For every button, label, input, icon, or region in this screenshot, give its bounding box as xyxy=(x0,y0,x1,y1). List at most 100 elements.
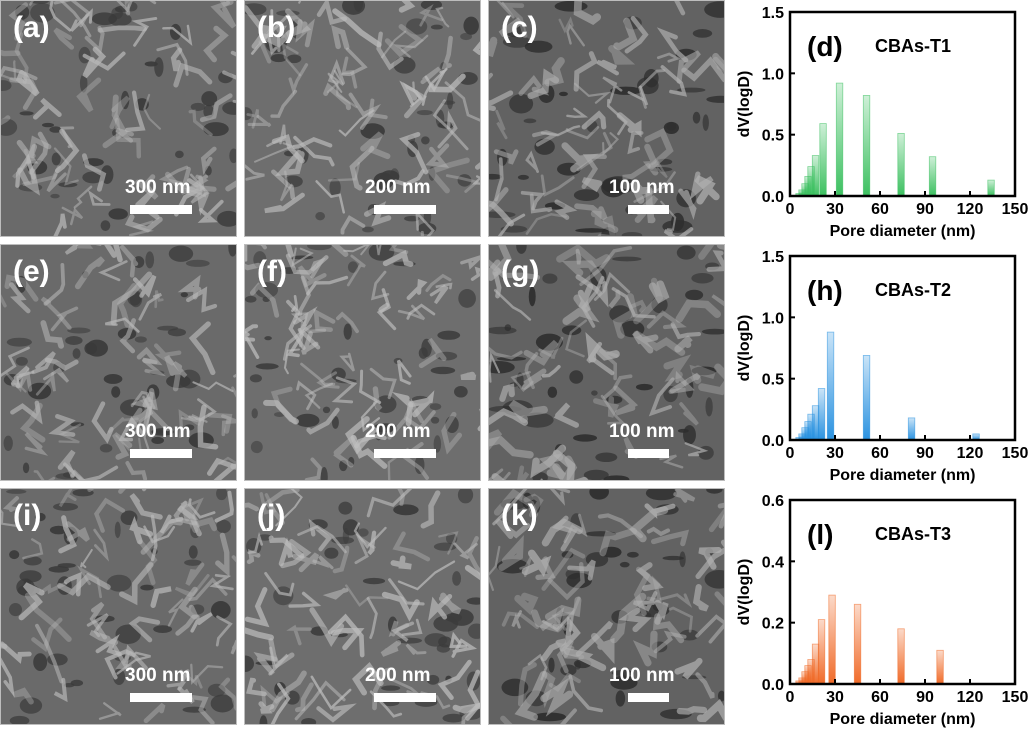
y-tick-label: 0.0 xyxy=(762,677,784,694)
sem-texture xyxy=(1,245,236,480)
y-tick-label: 1.0 xyxy=(762,66,784,83)
scale-bar-label: 100 nm xyxy=(609,665,675,686)
bar xyxy=(811,155,820,197)
bar xyxy=(897,628,905,685)
x-tick-label: 30 xyxy=(826,445,844,462)
sem-texture xyxy=(489,1,724,236)
panel-label: (j) xyxy=(257,499,286,532)
x-tick-label: 0 xyxy=(786,445,795,462)
sem-texture xyxy=(245,1,480,236)
y-tick-label: 0.0 xyxy=(762,433,784,450)
chart-title: CBAs-T3 xyxy=(875,524,951,544)
bar xyxy=(928,156,937,197)
scale-bar-label: 300 nm xyxy=(125,177,191,198)
sem-image-b: (b) 200 nm xyxy=(244,0,481,237)
bar xyxy=(819,123,827,197)
bar xyxy=(862,95,871,197)
x-tick-label: 150 xyxy=(1002,689,1029,706)
scale-bar xyxy=(374,449,436,458)
scale-bar xyxy=(130,449,192,458)
bar xyxy=(811,405,820,441)
scale-bar-label: 300 nm xyxy=(125,665,191,686)
y-axis-label: dV(logD) xyxy=(736,315,753,382)
chart-title: CBAs-T2 xyxy=(875,280,951,300)
x-tick-label: 90 xyxy=(916,201,934,218)
y-axis-label: dV(logD) xyxy=(736,71,753,138)
panel-label: (i) xyxy=(13,499,42,532)
x-axis-label: Pore diameter (nm) xyxy=(830,223,976,240)
bar xyxy=(862,355,871,441)
sem-texture xyxy=(489,245,724,480)
x-tick-label: 150 xyxy=(1002,445,1029,462)
x-axis-label: Pore diameter (nm) xyxy=(830,711,976,728)
x-tick-label: 0 xyxy=(786,201,795,218)
chart-panel-label: (l) xyxy=(807,519,833,550)
scale-bar xyxy=(374,205,436,214)
scale-bar xyxy=(628,693,669,702)
scale-bar-label: 100 nm xyxy=(609,177,675,198)
x-tick-label: 120 xyxy=(957,201,984,218)
sem-image-k: (k) 100 nm xyxy=(488,488,725,725)
sem-image-e: (e) 300 nm xyxy=(0,244,237,481)
bar xyxy=(817,388,826,441)
sem-texture xyxy=(489,489,724,724)
scale-bar-label: 100 nm xyxy=(609,421,675,442)
sem-image-f: (f) 200 nm xyxy=(244,244,481,481)
bar xyxy=(826,331,835,441)
plot-frame xyxy=(788,498,1017,686)
x-tick-label: 90 xyxy=(916,445,934,462)
scale-bar-label: 200 nm xyxy=(365,665,431,686)
y-tick-label: 0.5 xyxy=(762,128,784,145)
panel-label: (b) xyxy=(257,11,296,44)
bar xyxy=(897,132,905,197)
panel-label: (g) xyxy=(501,255,540,288)
panel-label: (k) xyxy=(501,499,538,532)
chart-title: CBAs-T1 xyxy=(875,36,951,56)
sem-texture xyxy=(1,489,236,724)
x-tick-label: 120 xyxy=(957,445,984,462)
pore-distribution-chart-d: 0 30 60 90 120 150 0.0 0.5 1.0 1.5 Pore diameter (… xyxy=(736,5,1028,240)
x-tick-label: 30 xyxy=(826,689,844,706)
x-tick-label: 0 xyxy=(786,689,795,706)
bar xyxy=(907,417,916,441)
x-tick-label: 30 xyxy=(826,201,844,218)
bar xyxy=(853,603,862,685)
panel-label: (e) xyxy=(13,255,50,288)
chart-panel-label: (d) xyxy=(807,31,843,62)
panel-label: (f) xyxy=(257,255,287,288)
x-tick-label: 60 xyxy=(871,689,889,706)
bar xyxy=(811,643,820,685)
pore-distribution-chart-h: 0 30 60 90 120 150 0.0 0.5 1.0 1.5 Pore diameter (… xyxy=(736,249,1029,484)
y-tick-label: 1.5 xyxy=(762,5,784,22)
y-tick-label: 0.0 xyxy=(762,189,784,206)
y-tick-label: 0.5 xyxy=(762,372,784,389)
y-tick-label: 0.2 xyxy=(762,616,784,633)
y-tick-label: 0.6 xyxy=(762,493,784,510)
bar xyxy=(987,179,995,197)
y-tick-label: 0.4 xyxy=(762,554,784,571)
panel-label: (c) xyxy=(501,11,538,44)
sem-image-g: (g) 100 nm xyxy=(488,244,725,481)
sem-texture xyxy=(245,245,480,480)
plot-frame xyxy=(788,10,1017,198)
plot-frame xyxy=(788,254,1017,442)
sem-texture xyxy=(245,489,480,724)
scale-bar-label: 200 nm xyxy=(365,177,431,198)
panel-label: (a) xyxy=(13,11,50,44)
scale-bar-label: 300 nm xyxy=(125,421,191,442)
y-tick-label: 1.0 xyxy=(762,310,784,327)
sem-image-c: (c) 100 nm xyxy=(488,0,725,237)
x-tick-label: 60 xyxy=(871,445,889,462)
scale-bar xyxy=(130,693,192,702)
bar xyxy=(817,619,826,685)
bar xyxy=(835,82,844,197)
sem-image-a: (a) 300 nm xyxy=(0,0,237,237)
bar xyxy=(936,649,944,685)
sem-image-j: (j) 200 nm xyxy=(244,488,481,725)
chart-panel-label: (h) xyxy=(807,275,843,306)
scale-bar xyxy=(374,693,436,702)
x-tick-label: 60 xyxy=(871,201,889,218)
x-tick-label: 90 xyxy=(916,689,934,706)
y-axis-label: dV(logD) xyxy=(736,559,753,626)
y-tick-label: 1.5 xyxy=(762,249,784,266)
